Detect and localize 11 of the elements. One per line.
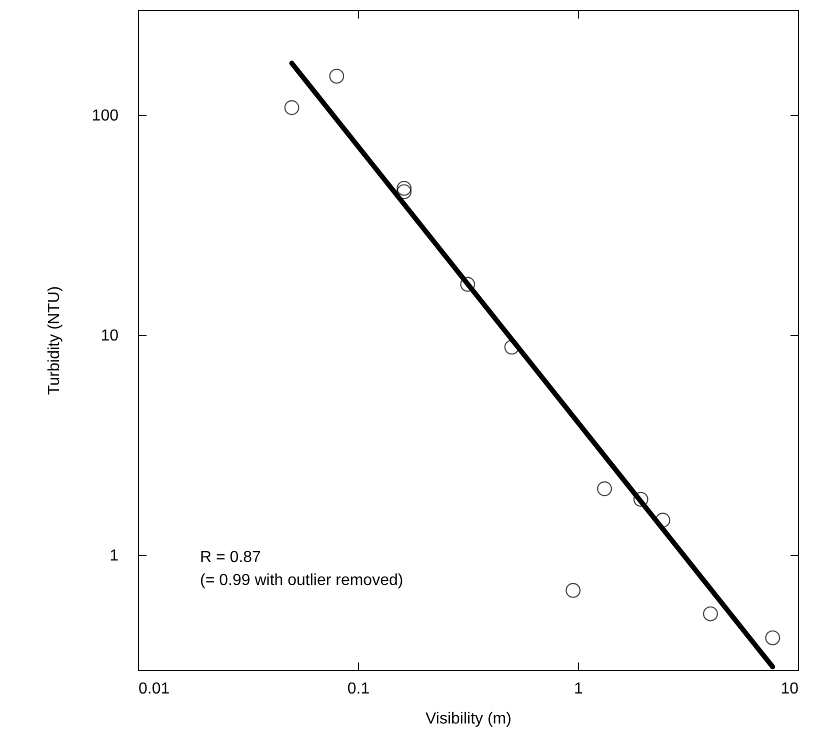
annotation: R = 0.87	[200, 549, 262, 566]
x-tick-label: 0.01	[138, 680, 170, 698]
y-axis-title: Turbidity (NTU)	[46, 286, 63, 395]
y-tick-label: 10	[100, 327, 119, 344]
y-tick-label: 100	[92, 107, 119, 124]
x-axis-title: Visibility (m)	[426, 710, 512, 728]
x-tick-label: 1	[574, 680, 584, 698]
x-tick-label: 10	[780, 680, 799, 698]
annotation: (= 0.99 with outlier removed)	[200, 572, 404, 589]
x-tick-label: 0.1	[347, 680, 370, 698]
y-tick-label: 1	[110, 547, 119, 564]
